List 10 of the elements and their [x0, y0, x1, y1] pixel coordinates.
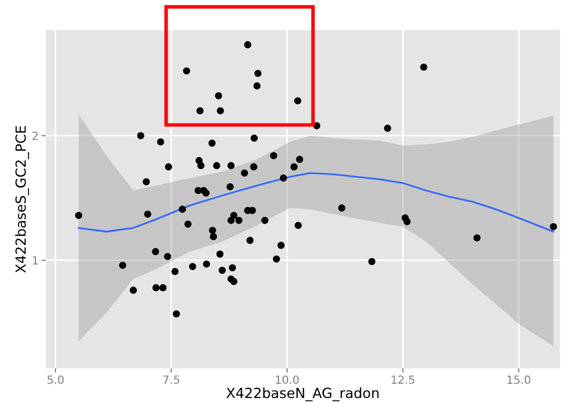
x-tick-label: 12.5 [392, 375, 414, 384]
x-tick-label: 7.5 [163, 376, 180, 384]
x-tick-label: 5.0 [48, 375, 64, 384]
x-axis-title: X422baseN_AG_radon [226, 387, 379, 402]
line-series [78, 172, 554, 232]
y-tick-label: 2 [32, 132, 38, 140]
y-tick-label: 1 [32, 256, 38, 265]
x-tick-label: 10.0 [276, 375, 299, 384]
x-tick-label: 15.0 [508, 375, 530, 384]
y-axis-title: X422baseS_GC2_PCE [15, 126, 29, 273]
